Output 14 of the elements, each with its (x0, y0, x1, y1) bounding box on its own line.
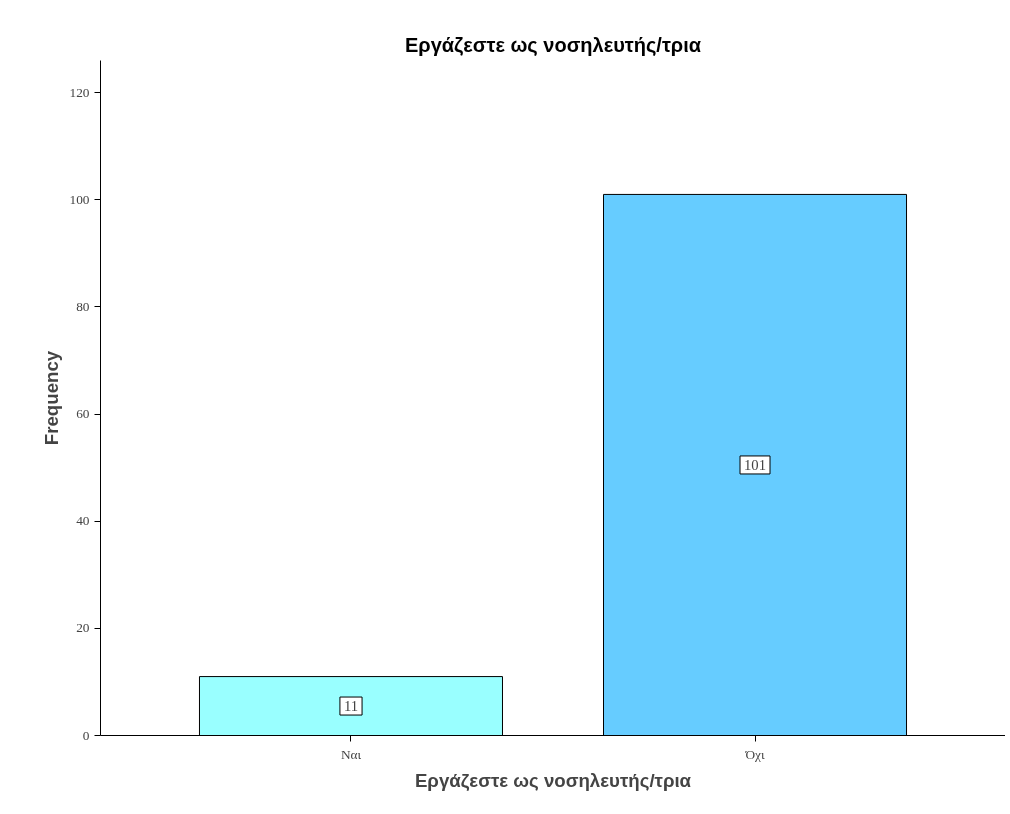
data-label: 11 (343, 698, 359, 715)
y-tick-label: 120 (69, 84, 90, 100)
chart-title: Εργάζεστε ως νοσηλευτής/τρια (404, 33, 702, 56)
x-tick-label: Ναι (340, 746, 362, 762)
x-tick-label: Όχι (744, 746, 765, 762)
y-tick-label: 20 (76, 620, 90, 636)
y-tick-label: 80 (76, 298, 90, 314)
y-tick-label: 100 (69, 191, 90, 207)
y-tick-label: 40 (76, 513, 90, 529)
y-axis-title: Frequency (40, 350, 62, 446)
y-tick-label: 0 (82, 727, 90, 743)
x-axis-title: Εργάζεστε ως νοσηλευτής/τρια (414, 769, 692, 792)
data-label: 101 (744, 456, 766, 473)
y-tick-label: 60 (76, 406, 90, 422)
